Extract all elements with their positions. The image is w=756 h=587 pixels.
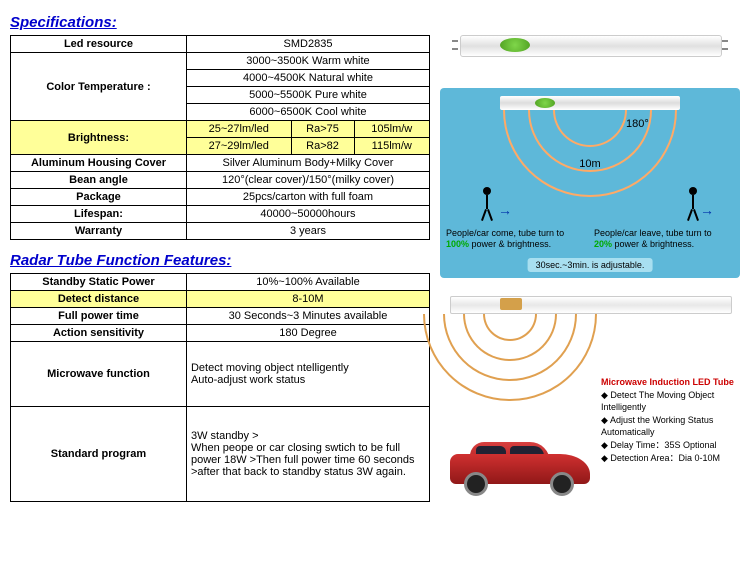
spec-colortemp-1: 4000~4500K Natural white xyxy=(186,70,429,87)
spec-colortemp-0: 3000~3500K Warm white xyxy=(186,53,429,70)
radar-value-standby: 10%~100% Available xyxy=(186,274,429,291)
person-leaving-icon xyxy=(686,195,700,223)
spec-label-lifespan: Lifespan: xyxy=(11,206,187,223)
specifications-table: Led resource SMD2835 Color Temperature :… xyxy=(10,35,430,240)
brightness-1-lmled: 27~29lm/led xyxy=(186,138,291,155)
spec-label-brightness: Brightness: xyxy=(11,121,187,155)
left-column: Specifications: Led resource SMD2835 Col… xyxy=(10,10,430,506)
radar-value-fullpower: 30 Seconds~3 Minutes available xyxy=(186,308,429,325)
arrow-right-icon-2: → xyxy=(700,202,714,218)
spec-value-beam: 120°(clear cover)/150°(milky cover) xyxy=(186,172,429,189)
microwave-title: Microwave Induction LED Tube xyxy=(601,376,736,389)
main-layout: Specifications: Led resource SMD2835 Col… xyxy=(10,10,746,506)
spec-colortemp-2: 5000~5500K Pure white xyxy=(186,87,429,104)
microwave-bullet-2: Delay Time：35S Optional xyxy=(601,439,736,452)
radar-features-title: Radar Tube Function Features: xyxy=(10,252,430,269)
radar-label-sensitivity: Action sensitivity xyxy=(11,325,187,342)
microwave-bullet-0: Detect The Moving Object Intelligently xyxy=(601,389,736,414)
brightness-0-lmled: 25~27lm/led xyxy=(186,121,291,138)
spec-label-warranty: Warranty xyxy=(11,223,187,240)
spec-colortemp-3: 6000~6500K Cool white xyxy=(186,104,429,121)
led-tube-illustration xyxy=(440,10,740,80)
specifications-title: Specifications: xyxy=(10,14,430,31)
radar-distance-label: 10m xyxy=(579,158,600,170)
spec-label-beam: Bean angle xyxy=(11,172,187,189)
spec-label-package: Package xyxy=(11,189,187,206)
microwave-bullet-1: Adjust the Working Status Automatically xyxy=(601,414,736,439)
radar-value-sensitivity: 180 Degree xyxy=(186,325,429,342)
microwave-bullets: Microwave Induction LED Tube Detect The … xyxy=(601,376,736,464)
spec-value-warranty: 3 years xyxy=(186,223,429,240)
spec-value-package: 25pcs/carton with full foam xyxy=(186,189,429,206)
spec-value-housing: Silver Aluminum Body+Milky Cover xyxy=(186,155,429,172)
radar-leave-caption: People/car leave, tube turn to 20% power… xyxy=(594,228,734,250)
right-column: 180° 10m → → People/car come, tube turn … xyxy=(440,10,740,506)
brightness-0-ra: Ra>75 xyxy=(291,121,354,138)
spec-label-led: Led resource xyxy=(11,36,187,53)
arrow-right-icon: → xyxy=(498,202,512,218)
radar-value-microwave: Detect moving object ntelligently Auto-a… xyxy=(186,342,429,407)
spec-label-housing: Aluminum Housing Cover xyxy=(11,155,187,172)
radar-come-caption: People/car come, tube turn to 100% power… xyxy=(446,228,586,250)
radar-adjustable-note: 30sec.~3min. is adjustable. xyxy=(528,258,653,272)
spec-value-lifespan: 40000~50000hours xyxy=(186,206,429,223)
radar-label-standby: Standby Static Power xyxy=(11,274,187,291)
microwave-induction-diagram: Microwave Induction LED Tube Detect The … xyxy=(440,286,740,506)
radar-label-standard: Standard program xyxy=(11,407,187,502)
person-approaching-icon xyxy=(480,195,494,223)
radar-label-detect: Detect distance xyxy=(11,291,187,308)
radar-features-table: Standby Static Power 10%~100% Available … xyxy=(10,273,430,502)
spec-value-led: SMD2835 xyxy=(186,36,429,53)
brightness-1-lmw: 115lm/w xyxy=(354,138,430,155)
radar-detection-diagram: 180° 10m → → People/car come, tube turn … xyxy=(440,88,740,278)
radar-angle-label: 180° xyxy=(626,118,649,130)
spec-label-colortemp: Color Temperature : xyxy=(11,53,187,121)
radar-value-standard: 3W standby > When peope or car closing s… xyxy=(186,407,429,502)
radar-label-microwave: Microwave function xyxy=(11,342,187,407)
brightness-1-ra: Ra>82 xyxy=(291,138,354,155)
radar-label-fullpower: Full power time xyxy=(11,308,187,325)
brightness-0-lmw: 105lm/w xyxy=(354,121,430,138)
car-icon xyxy=(450,441,590,496)
microwave-bullet-3: Detection Area：Dia 0-10M xyxy=(601,452,736,465)
radar-value-detect: 8-10M xyxy=(186,291,429,308)
